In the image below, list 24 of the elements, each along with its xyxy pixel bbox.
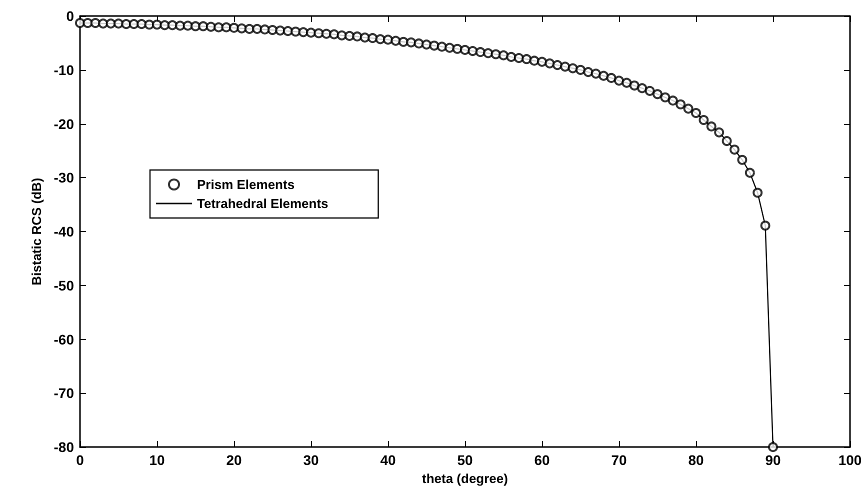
y-tick-label: -50 (54, 277, 74, 294)
y-tick-label: -20 (54, 116, 74, 132)
y-tick-label: -10 (54, 62, 74, 78)
x-tick-label: 10 (149, 452, 165, 468)
x-tick-label: 100 (838, 452, 862, 468)
x-tick-label: 60 (534, 452, 550, 468)
legend-label: Tetrahedral Elements (197, 196, 328, 211)
x-tick-label: 30 (303, 452, 319, 468)
y-tick-label: -70 (54, 385, 74, 402)
y-tick-label: -40 (54, 224, 74, 240)
x-tick-label: 0 (76, 452, 84, 468)
x-tick-label: 40 (380, 452, 396, 468)
y-tick-label: -60 (54, 331, 74, 348)
y-tick-label: -80 (54, 439, 74, 456)
y-tick-label: 0 (66, 8, 74, 24)
y-tick-label: -30 (54, 170, 74, 186)
x-axis-title: theta (degree) (422, 471, 508, 486)
legend-label: Prism Elements (197, 177, 295, 192)
x-tick-label: 20 (226, 452, 242, 468)
x-tick-label: 80 (688, 452, 704, 468)
x-tick-label: 90 (765, 452, 781, 468)
x-tick-label: 50 (457, 452, 473, 468)
x-tick-label: 70 (611, 452, 627, 468)
y-axis-title: Bistatic RCS (dB) (28, 178, 44, 286)
